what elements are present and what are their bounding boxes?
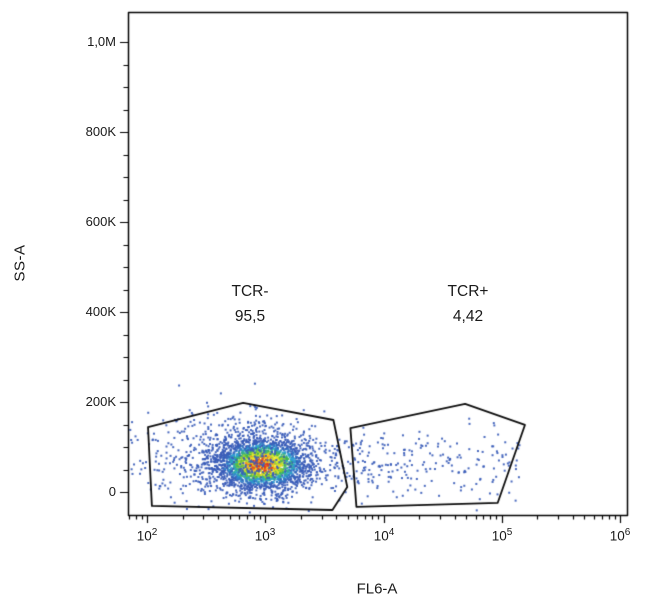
y-tick-label-200k: 200K	[85, 394, 116, 409]
y-axis-title: SS-A	[11, 244, 29, 282]
y-tick-label-400k: 400K	[85, 304, 116, 319]
x-tick-label-1e2: 102	[136, 527, 158, 544]
x-axis-title: FL6-A	[356, 580, 398, 598]
y-tick-label-1m: 1,0M	[87, 34, 116, 49]
x-tick-label-1e4: 104	[373, 527, 395, 544]
y-tick-label-600k: 600K	[85, 214, 116, 229]
gate-name: TCR+	[447, 283, 489, 300]
gate-percent: 95,5	[234, 308, 266, 325]
gate-name: TCR-	[231, 283, 269, 300]
x-tick-label-1e3: 103	[254, 527, 276, 544]
y-tick-label-800k: 800K	[85, 124, 116, 139]
gate-label-tcr-negative: TCR- 95,5	[231, 279, 268, 329]
x-tick-label-1e5: 105	[491, 527, 513, 544]
y-tick-label-0: 0	[108, 484, 116, 499]
gate-percent: 4,42	[452, 308, 484, 325]
gate-label-tcr-positive: TCR+ 4,42	[448, 279, 489, 329]
x-tick-label-1e6: 106	[609, 527, 631, 544]
